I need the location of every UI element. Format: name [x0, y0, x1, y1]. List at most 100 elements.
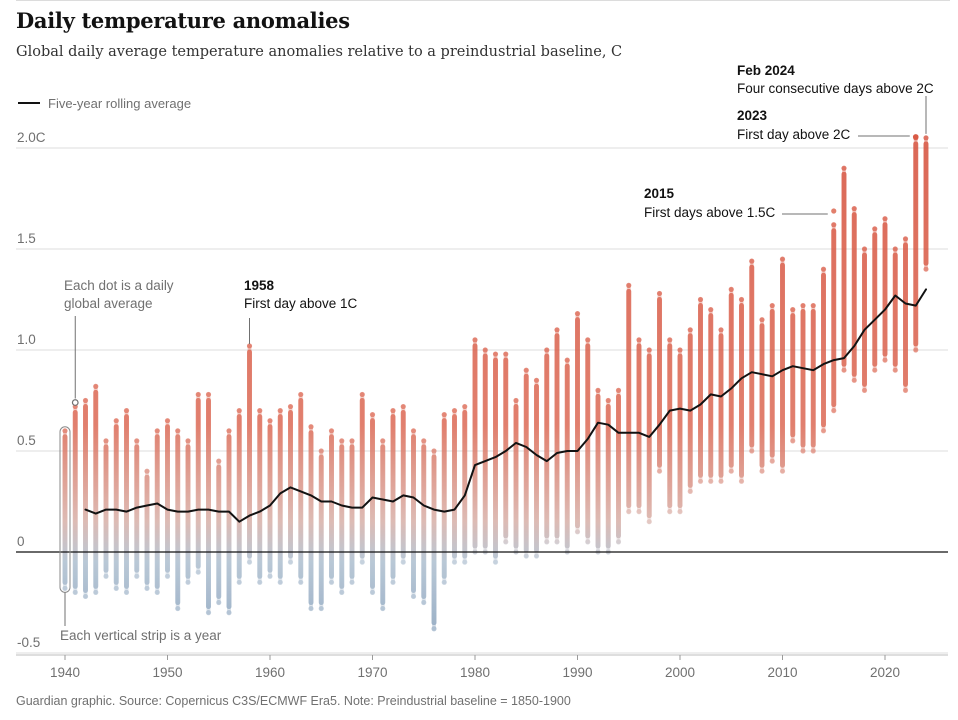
strip-min-dot	[185, 579, 191, 585]
strip-min-dot	[913, 347, 919, 353]
strip-max-dot	[154, 428, 160, 434]
year-strip	[410, 428, 417, 600]
strip-max-dot	[718, 327, 724, 333]
strip-min-dot	[492, 559, 499, 565]
year-strip	[779, 256, 786, 474]
year-strip	[400, 403, 406, 565]
annotation-layer: Each dot is a daily global average Each ve…	[59, 63, 934, 643]
strip-max-dot	[175, 428, 181, 434]
year-strip	[923, 135, 929, 272]
strip-min-dot	[359, 559, 365, 565]
strip-min-dot	[451, 559, 458, 565]
year-strip	[318, 448, 324, 612]
annotation-2015-title: 2015	[644, 186, 675, 201]
y-tick-label: 1.0	[17, 332, 36, 347]
marker-2015	[831, 208, 837, 214]
year-strip	[605, 397, 611, 555]
strip-max-dot	[708, 307, 714, 313]
strip-max-dot	[308, 424, 314, 430]
axis-layer: -0.5 0 0.5 1.0 1.5 2.0C 1940 1950 1960 1970 1980 19…	[16, 130, 948, 680]
strip-min-dot	[431, 626, 437, 632]
strip-max-dot	[626, 282, 632, 288]
strip-min-dot	[738, 478, 745, 484]
strip-max-dot	[451, 408, 458, 414]
year-strip	[574, 311, 581, 535]
strip-max-dot	[431, 448, 437, 454]
strip-max-dot	[810, 302, 816, 309]
strip-max-dot	[328, 428, 335, 434]
strip-max-dot	[400, 403, 406, 410]
strip-min-dot	[728, 468, 734, 474]
strip-min-dot	[708, 478, 714, 484]
strip-max-dot	[318, 448, 324, 454]
strip-max-dot	[800, 302, 806, 309]
strip-min-dot	[72, 589, 78, 596]
x-tick-label: 2000	[665, 665, 695, 680]
year-strip	[913, 135, 919, 353]
strip-min-dot	[800, 448, 806, 454]
strip-max-dot	[759, 317, 765, 323]
strip-max-dot	[195, 391, 201, 398]
year-strip	[113, 418, 119, 591]
year-strip	[728, 286, 734, 474]
strip-min-dot	[93, 589, 99, 596]
year-strip	[82, 397, 89, 600]
strip-min-dot	[861, 387, 868, 393]
year-strip	[472, 337, 478, 555]
y-tick-label: 0.5	[17, 433, 36, 448]
strip-max-dot	[134, 438, 140, 444]
strip-max-dot	[564, 357, 570, 363]
strip-min-dot	[164, 573, 171, 579]
strip-max-dot	[595, 387, 601, 393]
strip-min-dot	[400, 559, 406, 565]
y-tick-label: -0.5	[17, 635, 40, 650]
strip-max-dot	[349, 438, 355, 444]
year-strip	[451, 408, 458, 565]
annotation-2023-title: 2023	[737, 108, 768, 123]
strip-max-dot	[472, 337, 478, 343]
strip-max-dot	[790, 307, 796, 313]
y-tick-label: 2.0C	[17, 130, 46, 145]
strip-min-dot	[779, 468, 786, 474]
strip-max-dot	[144, 468, 150, 474]
strip-max-dot	[93, 383, 99, 389]
strip-max-dot	[749, 258, 755, 264]
strip-max-dot	[605, 397, 611, 404]
year-strip	[564, 357, 570, 555]
strip-max-dot	[923, 135, 929, 141]
year-strip	[636, 337, 642, 515]
year-strip	[369, 412, 376, 596]
strip-max-dot	[113, 418, 119, 424]
strip-min-dot	[277, 579, 283, 585]
year-strip	[308, 424, 314, 612]
strip-max-dot	[769, 302, 775, 309]
strip-max-dot	[738, 296, 745, 303]
strip-min-dot	[175, 605, 181, 612]
year-strip	[523, 367, 529, 559]
year-strip	[175, 428, 181, 612]
year-strip	[462, 403, 468, 565]
year-strip	[667, 337, 673, 515]
strip-max-dot	[861, 246, 868, 252]
strip-max-dot	[503, 351, 509, 357]
year-strip	[533, 377, 540, 559]
strip-max-dot	[574, 311, 581, 317]
year-strip	[72, 403, 78, 596]
year-strip	[226, 428, 232, 616]
year-strip	[257, 408, 263, 585]
year-strip	[677, 347, 683, 515]
year-strip	[544, 347, 550, 545]
strip-min-dot	[574, 529, 581, 535]
strip-max-dot	[359, 391, 365, 398]
strip-min-dot	[123, 589, 130, 596]
year-strip	[820, 266, 827, 434]
strip-min-dot	[82, 593, 89, 600]
strip-min-dot	[902, 387, 909, 393]
year-strip	[103, 438, 109, 579]
year-strip	[626, 282, 632, 515]
strip-min-dot	[687, 488, 693, 494]
year-strip	[246, 343, 253, 565]
strip-max-dot	[103, 438, 109, 444]
strip-min-dot	[205, 610, 212, 616]
